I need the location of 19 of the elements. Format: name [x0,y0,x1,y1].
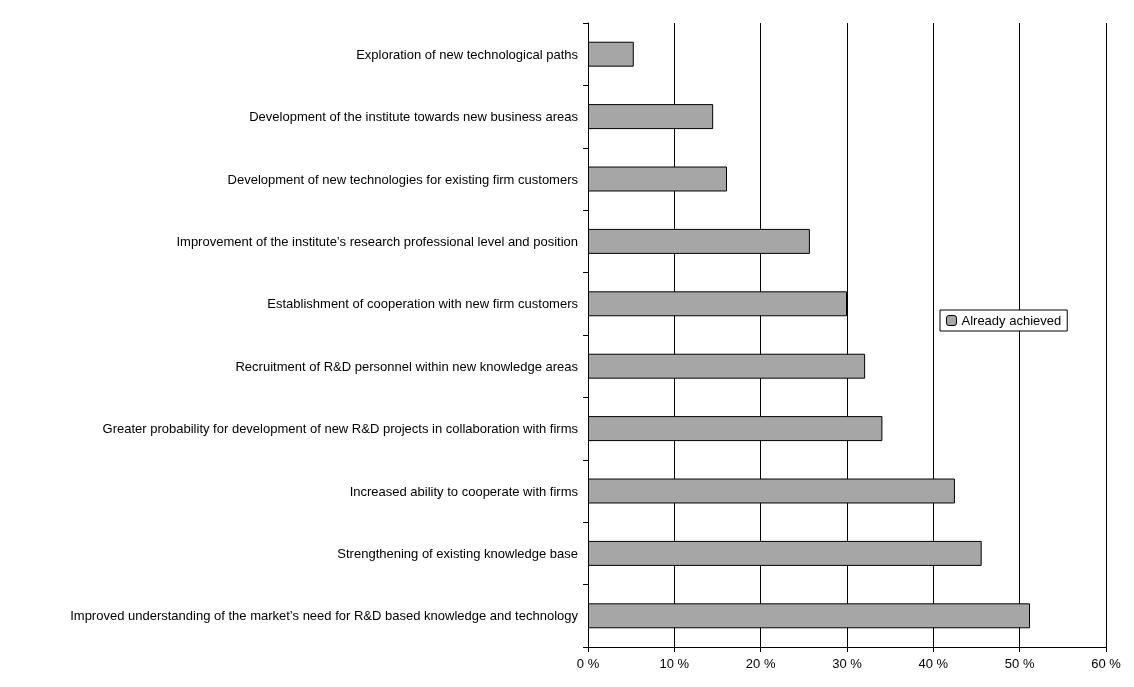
x-tick-label: 10 % [659,656,690,671]
x-tick-label: 30 % [832,656,863,671]
legend-label: Already achieved [961,313,1062,328]
x-tick-label: 50 % [1004,656,1035,671]
y-tick-label: Development of new technologies for existing firm customers [227,171,579,187]
y-tick-label: Recruitment of R&D personnel within new knowledge areas [235,358,579,374]
x-tick-label: 60 % [1091,656,1122,671]
y-tick-label: Strengthening of existing knowledge base [337,545,578,561]
x-tick-label: 0 % [576,656,600,671]
y-tick-label: Increased ability to cooperate with firms [349,483,579,499]
y-tick-label: Improvement of the institute’s research professional level and position [176,233,578,249]
x-tick-label: 40 % [918,656,949,671]
x-tick-label: 20 % [745,656,776,671]
y-tick-label: Greater probability for development of new R&D projects in collaboration with firms [102,421,579,437]
y-tick-label: Development of the institute towards new business areas [249,109,579,125]
y-tick-label: Exploration of new technological paths [356,46,579,62]
y-tick-label: Improved understanding of the market’s need for R&D based knowledge and technology [70,608,579,624]
y-tick-label: Establishment of cooperation with new firm customers [267,296,579,312]
bar [588,41,634,67]
